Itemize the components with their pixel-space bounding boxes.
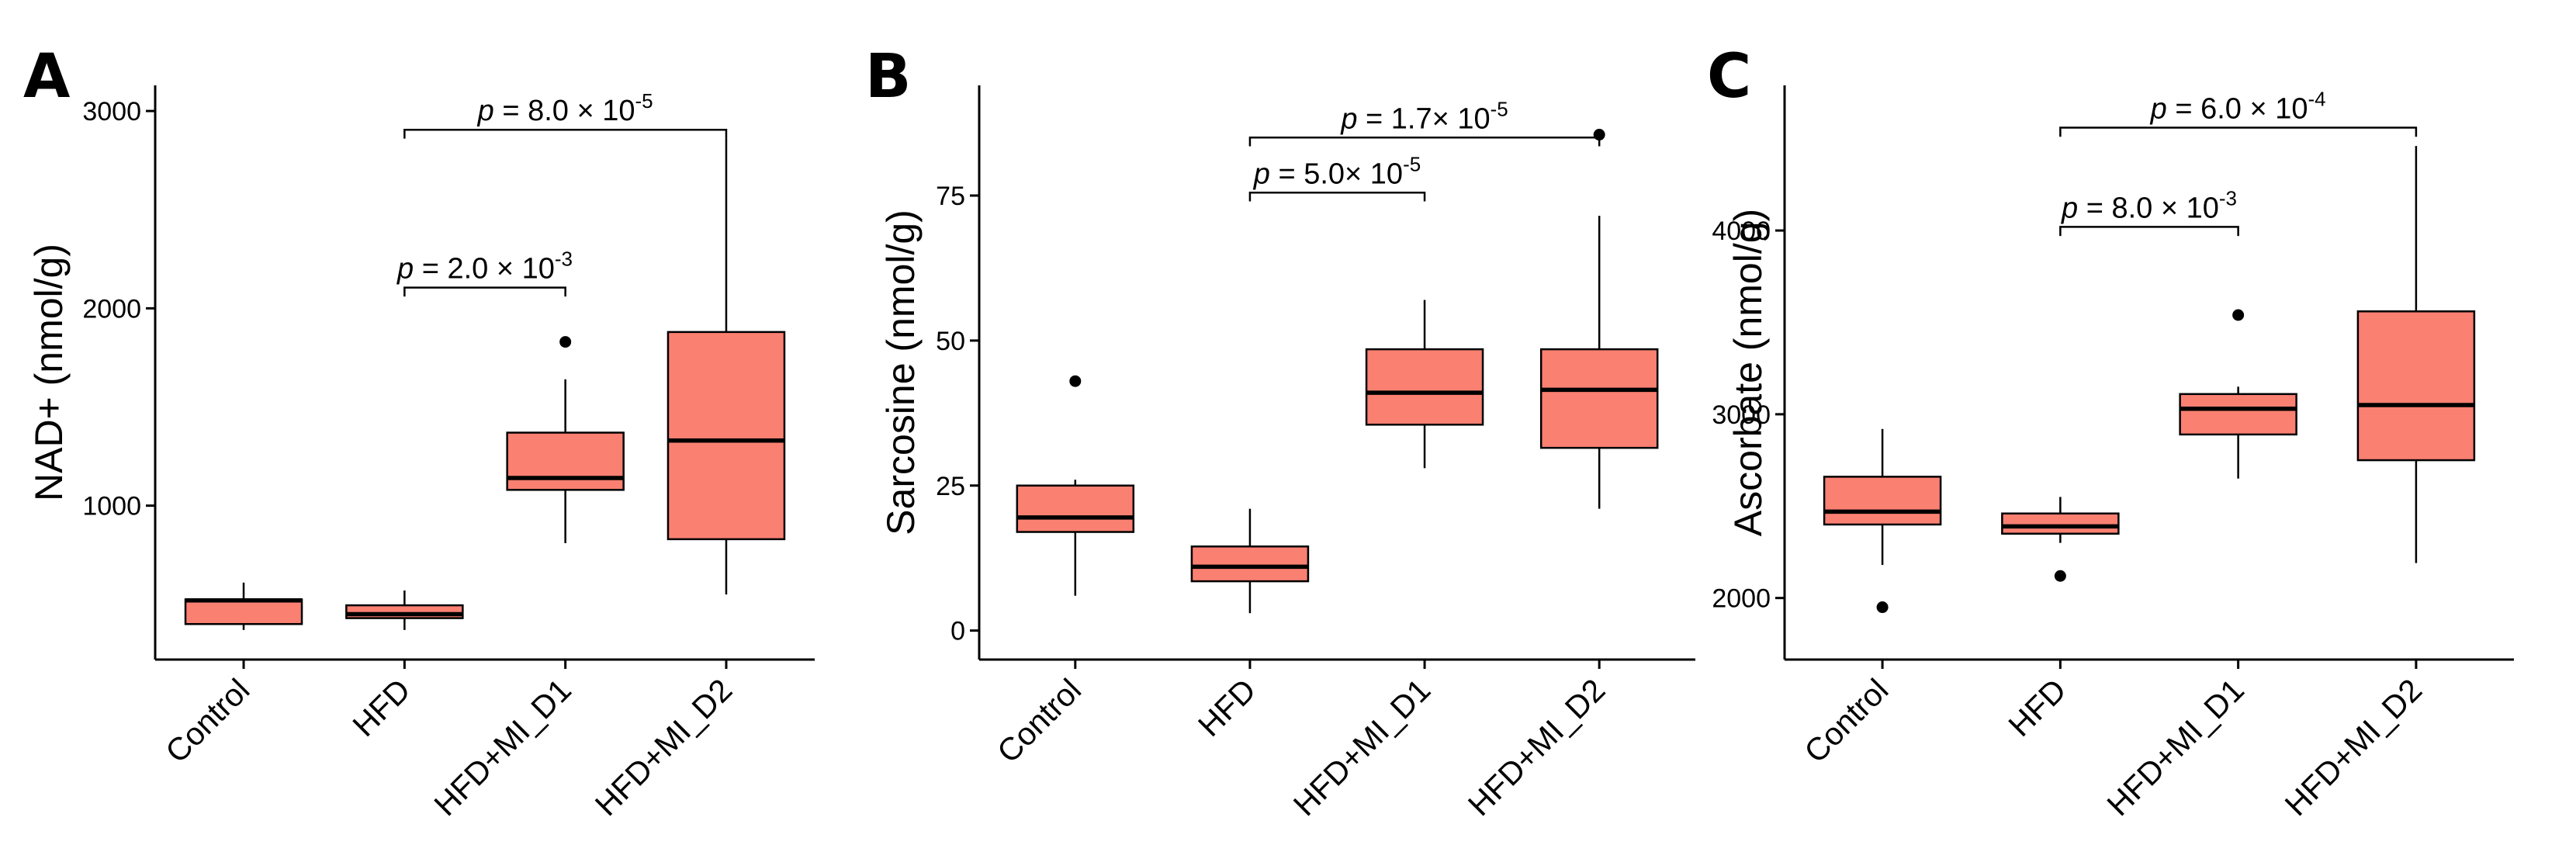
box-HFD+MI_D2 [1539,129,1659,509]
box-HFD+MI_D2 [667,138,786,595]
p-value-label: p = 8.0 × 10-5 [477,89,653,127]
outlier-point [2232,309,2245,321]
iqr-box [506,431,625,491]
panel-letter: A [23,42,70,112]
iqr-box [184,598,303,625]
outlier-point [2054,570,2066,582]
x-tick-label: HFD+MI_D1 [2100,672,2251,823]
outlier-point [1069,375,1082,387]
x-tick-label: Control [1797,672,1895,770]
box-Control [184,582,303,630]
iqr-box [2356,310,2476,462]
y-tick-label: 2000 [1712,584,1771,614]
significance-bracket [2059,226,2239,237]
significance-bracket [1248,137,1601,147]
significance-bracket [403,128,728,139]
box-HFD [2001,497,2120,582]
y-tick-label: 1000 [82,492,141,521]
x-tick-label: HFD+MI_D2 [2278,672,2429,823]
box-HFD+MI_D1 [2179,309,2297,479]
box-HFD+MI_D1 [506,336,625,543]
x-tick-label: Control [158,672,256,770]
y-axis-label: NAD+ (nmol/g) [27,244,71,501]
box-HFD+MI_D2 [2356,146,2476,563]
iqr-box [1016,484,1135,533]
iqr-box [1823,476,1942,526]
x-tick-label: HFD [1191,672,1262,743]
box-HFD [345,590,464,630]
iqr-box [1539,348,1659,449]
y-tick-label: 2000 [82,294,141,324]
iqr-box [2001,512,2120,535]
x-tick-label: HFD [2002,672,2073,743]
iqr-box [1190,545,1310,583]
outlier-point [1876,601,1889,614]
box-Control [1016,375,1135,596]
p-value-label: p = 8.0 × 10-3 [2061,186,2237,224]
p-value-label: p = 1.7× 10-5 [1340,97,1508,135]
significance-bracket [403,286,566,297]
x-tick-label: HFD+MI_D1 [428,672,578,823]
significance-bracket [1248,192,1426,202]
x-tick-label: HFD+MI_D2 [1461,672,1612,823]
x-tick-label: HFD [346,672,417,743]
y-axis-label: Ascorbate (nmol/g) [1726,209,1770,536]
panel-letter: B [865,42,911,112]
y-axis-label: Sarcosine (nmol/g) [879,210,923,535]
y-tick-label: 0 [950,617,965,646]
p-value-label: p = 2.0 × 10-3 [396,248,573,286]
iqr-box [1365,348,1484,426]
panel-b: B Sarcosine (nmol/g) 0 25 50 75 Control HFD HFD+… [865,42,1695,823]
panel-letter: C [1707,42,1751,112]
x-tick-label: HFD+MI_D2 [588,672,739,823]
box-HFD [1190,508,1310,614]
p-value-label: p = 5.0× 10-5 [1253,152,1421,190]
p-value-label: p = 6.0 × 10-4 [2150,87,2326,125]
x-tick-label: Control [990,672,1088,770]
y-tick-label: 25 [936,472,965,501]
iqr-box [2179,393,2297,436]
y-tick-label: 75 [936,182,965,211]
y-tick-label: 3000 [1712,400,1771,430]
significance-bracket [2059,126,2418,137]
box-Control [1823,428,1942,614]
y-tick-label: 3000 [82,97,141,126]
y-tick-label: 4000 [1712,216,1771,246]
x-tick-label: HFD+MI_D1 [1286,672,1437,823]
box-HFD+MI_D1 [1365,300,1484,469]
panel-c: C Ascorbate (nmol/g) 2000 3000 4000 Control HF… [1707,42,2514,823]
y-tick-label: 50 [936,327,965,356]
outlier-point [559,336,572,348]
iqr-box [667,331,786,541]
